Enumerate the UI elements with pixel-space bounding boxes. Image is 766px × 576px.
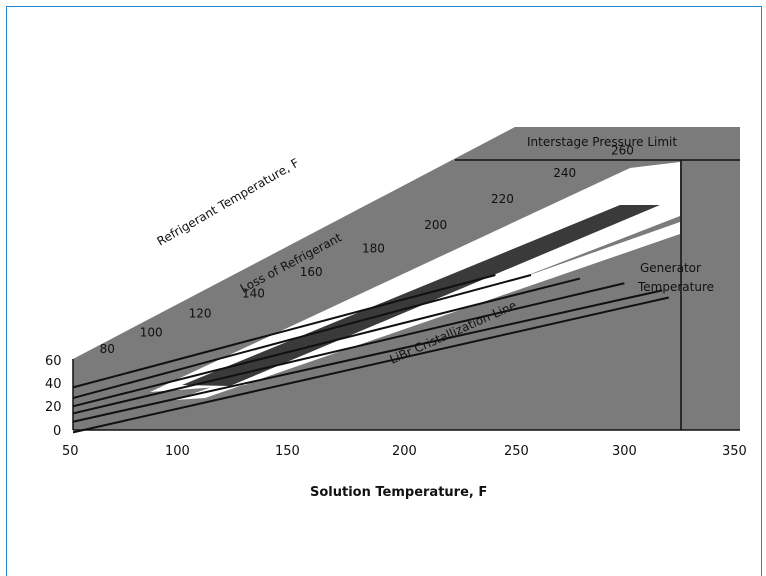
x-axis-label: Solution Temperature, F <box>310 485 487 500</box>
y-tick-label: 0 <box>53 424 61 439</box>
x-tick-label: 100 <box>165 444 190 459</box>
refrigerant-axis-label: Refrigerant Temperature, F <box>155 156 302 249</box>
refrigerant-tick-label: 240 <box>553 166 576 180</box>
refrigerant-tick-label: 80 <box>100 342 115 356</box>
image-frame <box>6 6 762 576</box>
y-tick-label: 20 <box>45 400 62 415</box>
refrigerant-tick-label: 180 <box>362 242 385 256</box>
refrigerant-tick-label: 120 <box>189 307 212 321</box>
x-tick-label: 350 <box>722 444 747 459</box>
temperature-line <box>72 282 625 415</box>
x-tick-label: 250 <box>504 444 529 459</box>
y-ticks: 0 20 40 60 <box>45 354 62 439</box>
temperature-line <box>72 277 581 408</box>
x-tick-label: 50 <box>62 444 79 459</box>
temperature-line <box>72 289 663 423</box>
generator-label-line2: Temperature <box>637 280 714 294</box>
temperature-line <box>72 274 532 400</box>
temperature-lines <box>72 274 670 434</box>
refrigerant-tick-label: 200 <box>424 218 447 232</box>
x-tick-label: 200 <box>392 444 417 459</box>
x-tick-label: 150 <box>275 444 300 459</box>
temperature-line <box>72 296 670 434</box>
y-tick-label: 40 <box>45 377 62 392</box>
refrigerant-tick-label: 100 <box>140 326 163 340</box>
refrigerant-tick-label: 260 <box>611 143 634 157</box>
generator-label-line1: Generator <box>640 261 701 275</box>
x-tick-label: 300 <box>612 444 637 459</box>
interstage-label: Interstage Pressure Limit <box>527 135 677 149</box>
refrigerant-tick-label: 160 <box>300 265 323 279</box>
refrigerant-tick-label: 140 <box>242 286 265 300</box>
temperature-line <box>72 274 496 389</box>
clear-zone-upper <box>150 162 680 392</box>
refrigerant-ticks: 80 100 120 140 160 180 200 220 240 260 <box>100 143 634 356</box>
y-tick-label: 60 <box>45 354 62 369</box>
refrigerant-tick-label: 220 <box>491 192 514 206</box>
x-ticks: 50 100 150 200 250 300 350 <box>62 444 747 459</box>
